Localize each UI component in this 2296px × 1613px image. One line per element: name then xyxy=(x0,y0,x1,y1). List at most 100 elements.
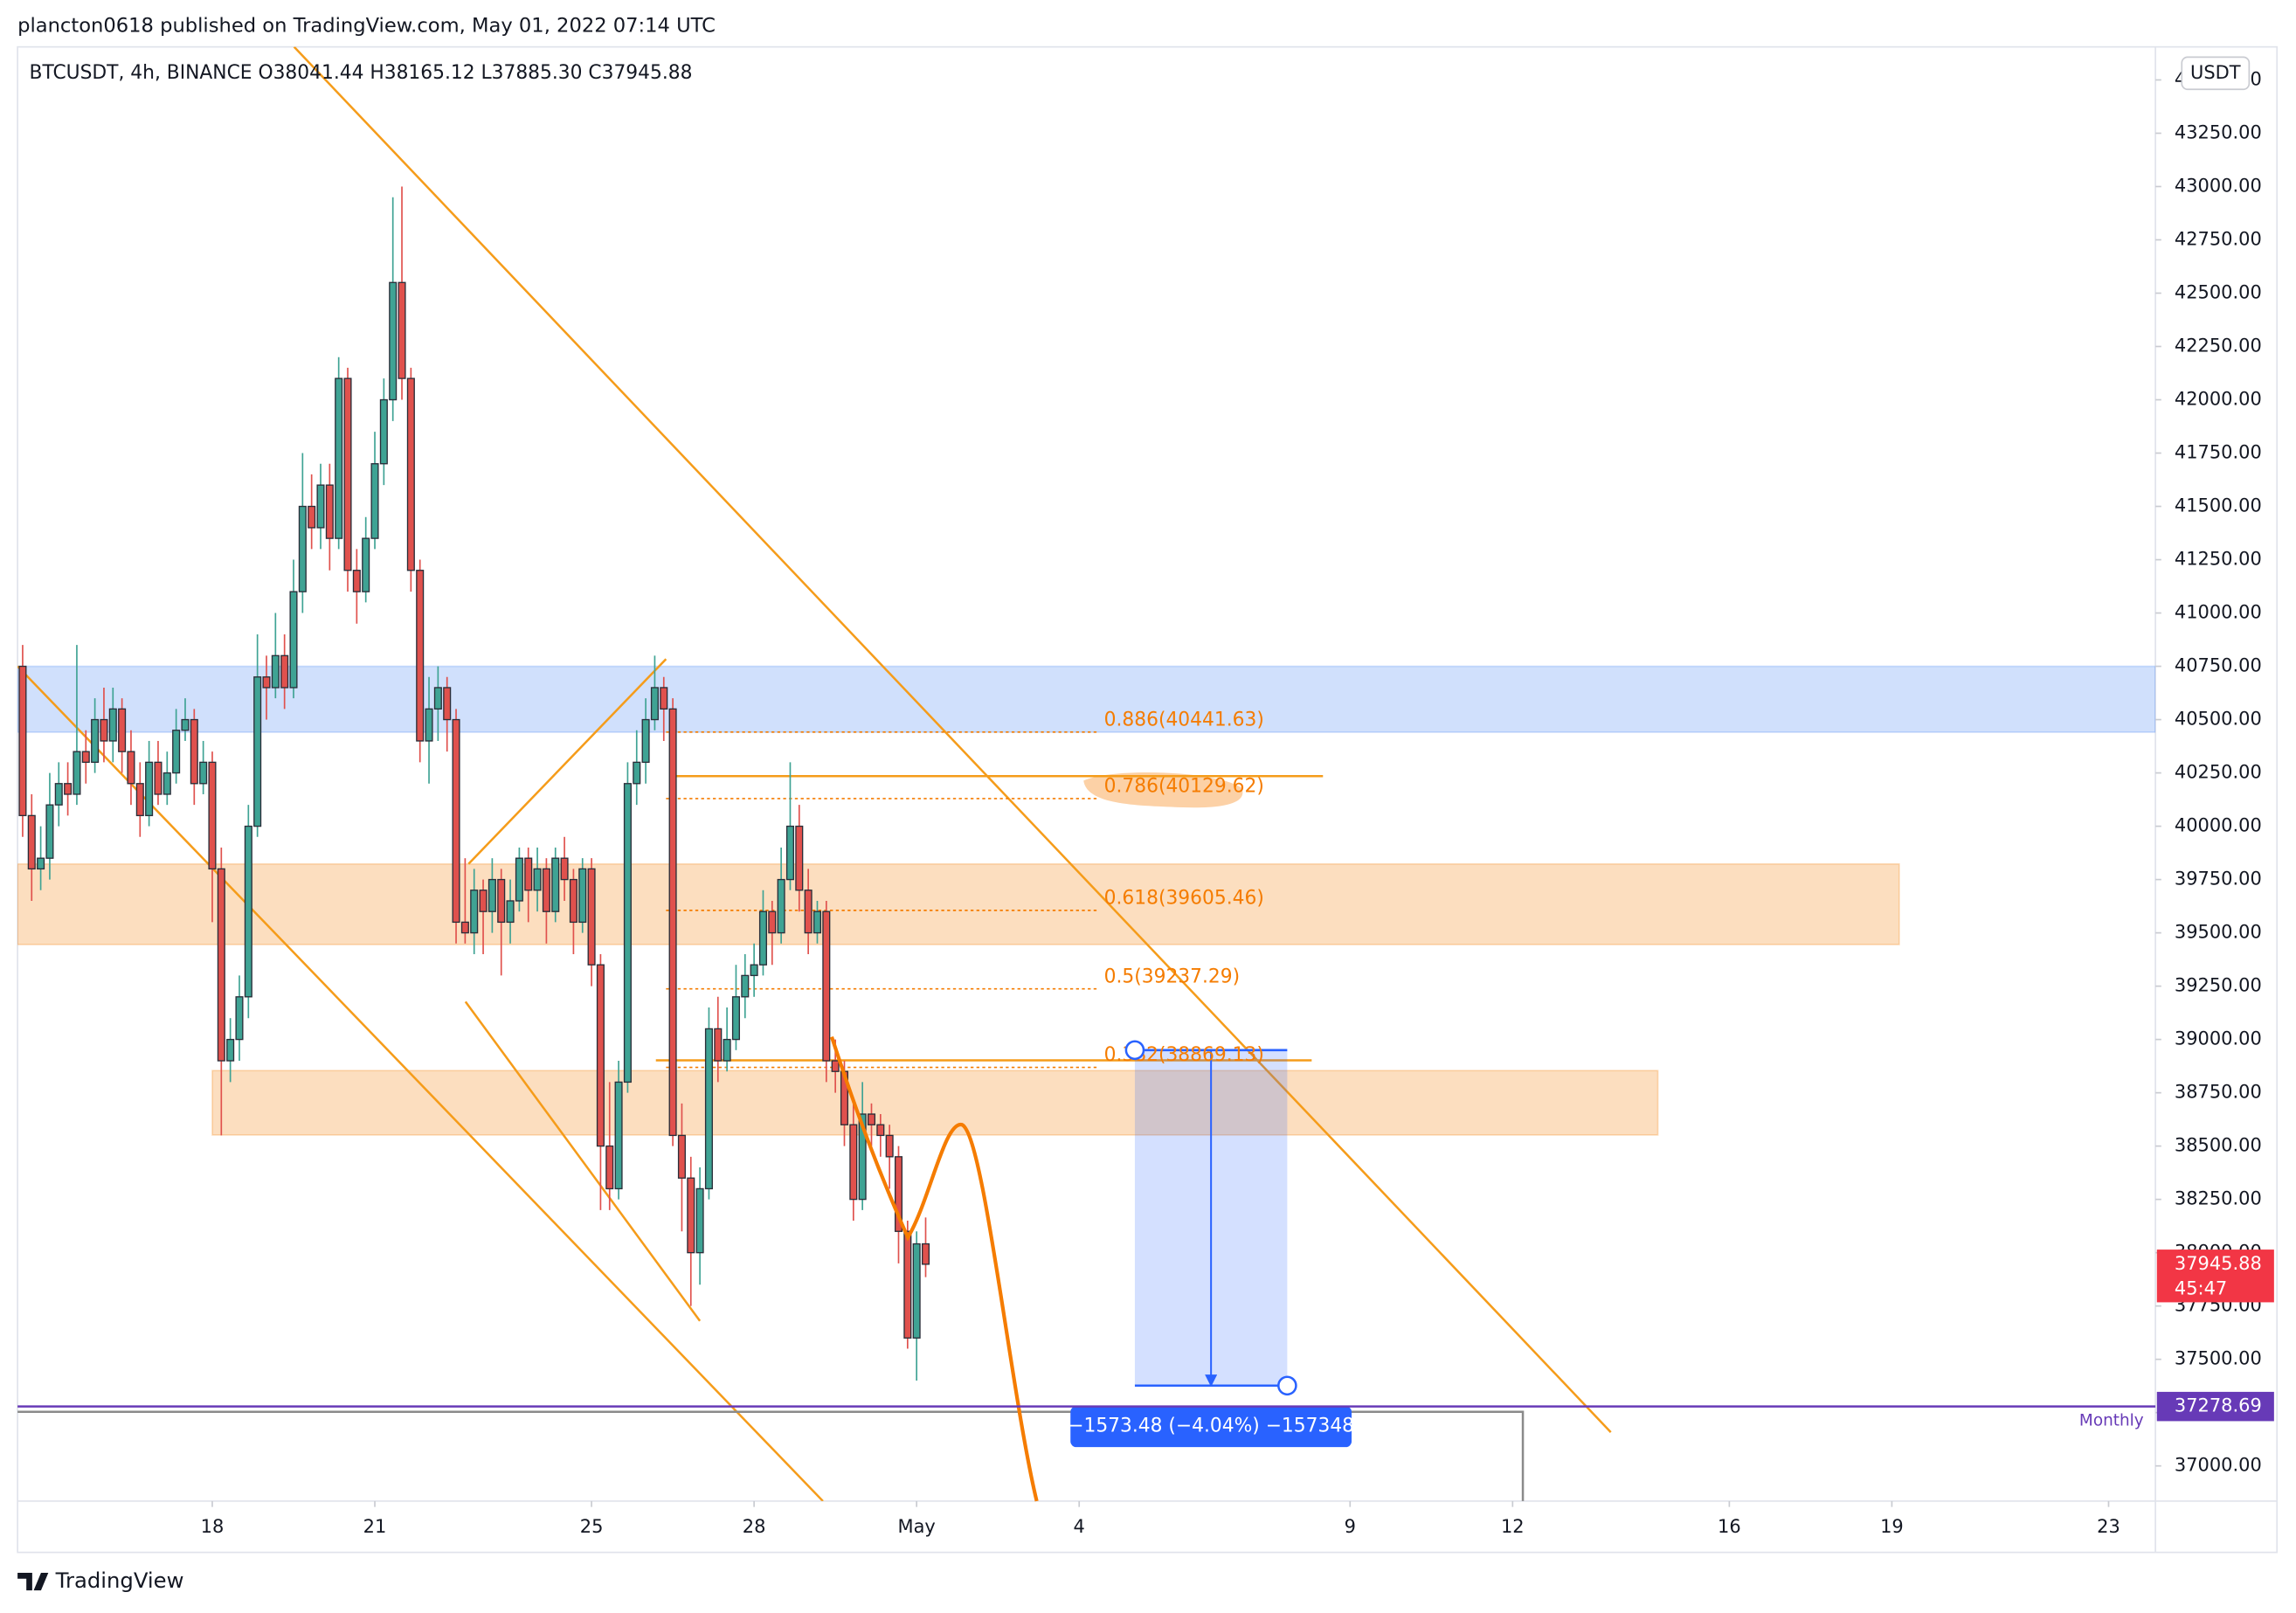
candle-body xyxy=(289,591,298,689)
candle-body xyxy=(623,783,632,1083)
candle-body xyxy=(795,825,804,891)
y-tick-label: 43250.00 xyxy=(2175,121,2262,142)
y-tick-label: 40750.00 xyxy=(2175,655,2262,676)
candle-body xyxy=(443,687,452,721)
x-tick-label: 12 xyxy=(1501,1516,1525,1537)
zone xyxy=(211,1070,1659,1136)
y-tick-label: 41750.00 xyxy=(2175,442,2262,463)
candle-body xyxy=(641,718,650,764)
candle-body xyxy=(633,761,641,785)
y-tick-label: 41000.00 xyxy=(2175,602,2262,623)
measure-label-bg xyxy=(1070,1406,1352,1448)
candle-body xyxy=(45,804,54,859)
candle-body xyxy=(135,783,144,817)
candle-body xyxy=(280,654,289,689)
candle-body xyxy=(81,751,90,764)
x-tick-label: 21 xyxy=(363,1516,387,1537)
y-tick-label: 38250.00 xyxy=(2175,1188,2262,1209)
candle-body xyxy=(731,996,740,1041)
candle-body xyxy=(244,825,252,998)
monthly-label: Monthly xyxy=(2079,1411,2144,1430)
candle-body xyxy=(271,654,280,689)
currency-label: USDT xyxy=(2190,62,2241,83)
candle-body xyxy=(352,570,361,592)
monthly-badge xyxy=(2156,1391,2274,1422)
y-tick-label: 39500.00 xyxy=(2175,922,2262,943)
candle-body xyxy=(515,857,523,902)
candle-body xyxy=(533,868,542,891)
fib-label: 0.886(40441.63) xyxy=(1104,709,1264,730)
x-tick-label: 28 xyxy=(743,1516,766,1537)
candle-body xyxy=(488,878,496,912)
y-tick-label: 40500.00 xyxy=(2175,709,2262,730)
candle-body xyxy=(813,910,821,934)
candle-body xyxy=(335,377,343,539)
candle-body xyxy=(127,751,135,785)
candle-body xyxy=(605,1145,614,1190)
currency-badge xyxy=(2181,56,2251,91)
candle-body xyxy=(804,890,813,934)
candle-body xyxy=(650,687,659,721)
candle-body xyxy=(578,868,587,924)
candle-body xyxy=(497,878,506,924)
logo-text: TradingView xyxy=(55,1568,184,1593)
candle-body xyxy=(91,718,100,764)
candle-body xyxy=(677,1134,686,1179)
measure-handle xyxy=(1124,1040,1145,1061)
y-tick-label: 42250.00 xyxy=(2175,336,2262,357)
candle-body xyxy=(398,281,406,379)
gray-outline xyxy=(17,1410,1525,1501)
chart-frame xyxy=(17,45,2279,1554)
x-tick-label: 23 xyxy=(2097,1516,2120,1537)
monthly-badge-label: 37278.69 xyxy=(2175,1395,2262,1416)
candle-body xyxy=(208,761,217,870)
candle-body xyxy=(253,676,262,827)
candle-body xyxy=(325,484,334,539)
candle-body xyxy=(118,708,127,752)
candle-body xyxy=(406,377,415,571)
candle-body xyxy=(903,1230,912,1339)
candle-body xyxy=(587,868,596,966)
candle-body xyxy=(100,718,108,742)
projection-curve xyxy=(829,1035,1039,1502)
candle-body xyxy=(542,868,550,912)
candle-body xyxy=(470,890,479,934)
candle-body xyxy=(723,1038,731,1062)
candle-body xyxy=(460,921,469,934)
fib-label: 0.618(39605.46) xyxy=(1104,887,1264,909)
candle-body xyxy=(822,910,831,1062)
symbol-line: BTCUSDT, 4h, BINANCE O38041.44 H38165.12… xyxy=(30,62,693,84)
candle-body xyxy=(885,1134,894,1158)
candle-body xyxy=(73,751,81,795)
zone xyxy=(17,862,1900,945)
candle-body xyxy=(163,772,171,795)
candle-body xyxy=(831,1060,840,1072)
candle-body xyxy=(298,505,307,592)
candle-body xyxy=(849,1124,858,1201)
y-tick-label: 37000.00 xyxy=(2175,1455,2262,1476)
candle-body xyxy=(596,964,605,1147)
candle-body xyxy=(524,857,533,891)
y-tick-label: 39250.00 xyxy=(2175,975,2262,996)
candle-body xyxy=(452,718,460,924)
logo-icon xyxy=(17,1573,49,1591)
price-badge xyxy=(2156,1250,2274,1303)
candle-body xyxy=(154,761,163,795)
y-tick-label: 43000.00 xyxy=(2175,175,2262,196)
candle-body xyxy=(18,665,27,817)
x-tick-label: May xyxy=(898,1516,936,1537)
y-tick-label: 39750.00 xyxy=(2175,869,2262,890)
candle-body xyxy=(145,761,154,817)
fib-label: 0.5(39237.29) xyxy=(1104,966,1240,987)
y-tick-label: 39000.00 xyxy=(2175,1028,2262,1049)
fib-label: 0.786(40129.62) xyxy=(1104,776,1264,798)
candle-body xyxy=(785,825,794,881)
x-tick-label: 19 xyxy=(1880,1516,1904,1537)
zone xyxy=(17,665,2156,733)
x-tick-label: 9 xyxy=(1345,1516,1356,1537)
y-tick-label: 41500.00 xyxy=(2175,495,2262,516)
x-tick-label: 18 xyxy=(201,1516,225,1537)
y-tick-label: 42500.00 xyxy=(2175,282,2262,303)
